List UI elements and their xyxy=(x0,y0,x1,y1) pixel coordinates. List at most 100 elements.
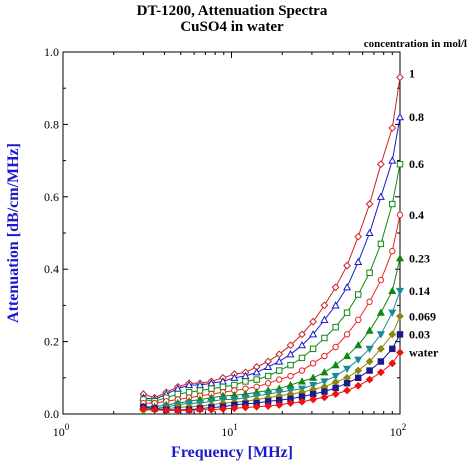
data-point xyxy=(396,73,404,82)
data-point xyxy=(365,357,374,366)
data-point xyxy=(264,380,272,387)
data-point xyxy=(230,404,239,413)
data-point xyxy=(320,378,329,386)
data-point xyxy=(365,200,374,208)
data-point xyxy=(219,383,227,391)
data-point xyxy=(252,368,261,376)
data-point xyxy=(365,326,374,334)
data-point xyxy=(342,351,352,360)
data-point xyxy=(331,301,340,309)
data-point xyxy=(275,401,284,409)
series-label: 0.4 xyxy=(409,208,424,222)
data-point xyxy=(275,357,284,365)
data-point xyxy=(321,334,328,342)
data-point xyxy=(376,368,385,377)
legend-title: concentration in mol/l xyxy=(364,38,467,50)
series-line xyxy=(143,290,401,410)
data-point xyxy=(264,362,273,370)
data-point xyxy=(376,192,385,200)
data-point xyxy=(395,287,405,296)
data-point xyxy=(230,373,239,381)
data-point xyxy=(173,406,182,415)
x-tick-base: 10 xyxy=(390,425,402,439)
series-label: water xyxy=(409,345,439,359)
data-point xyxy=(298,397,306,406)
data-point xyxy=(354,257,363,266)
y-tick-label: 0.8 xyxy=(44,117,59,131)
data-point xyxy=(264,372,272,380)
data-point xyxy=(331,372,340,381)
series-0_6 xyxy=(140,161,404,405)
series-0_4 xyxy=(140,211,404,407)
data-point xyxy=(185,406,193,415)
data-point xyxy=(320,315,329,323)
data-point xyxy=(276,376,283,383)
data-point xyxy=(287,372,294,380)
data-point xyxy=(389,345,396,353)
data-point xyxy=(343,261,351,270)
data-point xyxy=(355,374,362,382)
data-point xyxy=(354,232,363,241)
data-point xyxy=(355,316,362,324)
data-point xyxy=(388,330,397,339)
data-point xyxy=(396,161,404,168)
data-point xyxy=(208,385,215,392)
y-tick-label: 0.0 xyxy=(44,407,59,421)
data-point xyxy=(332,343,339,351)
data-point xyxy=(297,377,307,385)
series-label: 0.069 xyxy=(409,309,436,323)
x-tick-exponent: 0 xyxy=(65,422,70,432)
data-point xyxy=(365,228,374,237)
series-label: 1 xyxy=(409,67,415,81)
data-point xyxy=(388,286,397,294)
y-tick-label: 0.2 xyxy=(44,335,59,349)
y-tick-label: 1.0 xyxy=(44,45,59,59)
series-label: 0.03 xyxy=(409,327,430,341)
data-point xyxy=(331,283,340,292)
data-point xyxy=(343,380,351,387)
data-point xyxy=(355,291,362,298)
series-label: 0.14 xyxy=(409,284,430,298)
data-point xyxy=(185,389,193,396)
data-point xyxy=(376,344,385,353)
data-point xyxy=(343,331,351,338)
data-point xyxy=(242,378,249,385)
data-point xyxy=(395,112,405,121)
data-point xyxy=(207,405,216,414)
data-point xyxy=(196,387,204,394)
data-point xyxy=(342,365,352,373)
data-point xyxy=(309,373,318,381)
data-point xyxy=(365,375,374,384)
data-point xyxy=(241,403,250,412)
data-point xyxy=(376,331,385,339)
data-point xyxy=(395,254,405,262)
series-labels: 1 0.8 0.6 0.4 0.23 0.14 0.069 0.03 water xyxy=(409,67,439,360)
data-point xyxy=(365,345,374,354)
chart-title: DT-1200, Attenuation Spectra xyxy=(137,3,328,19)
x-tick-exponent: 1 xyxy=(233,422,238,432)
data-point xyxy=(298,367,306,374)
data-point xyxy=(396,211,404,219)
data-point xyxy=(354,381,363,390)
chart-subtitle: CuSO4 in water xyxy=(180,19,284,35)
x-tick-base: 10 xyxy=(221,425,233,439)
data-point xyxy=(321,352,328,360)
data-point xyxy=(366,269,373,277)
data-point xyxy=(286,399,295,408)
series-line xyxy=(143,77,401,399)
data-point xyxy=(309,330,318,338)
data-point xyxy=(297,340,307,349)
data-point xyxy=(354,356,363,364)
data-point xyxy=(309,395,318,404)
data-point xyxy=(264,402,273,410)
data-point xyxy=(298,354,306,362)
data-point xyxy=(162,406,171,415)
data-point xyxy=(253,376,260,383)
data-point xyxy=(388,156,397,164)
x-axis-label: Frequency [MHz] xyxy=(171,444,293,461)
data-point xyxy=(252,402,261,411)
series-line xyxy=(143,214,401,404)
series-line xyxy=(143,164,401,402)
data-point xyxy=(377,240,385,248)
